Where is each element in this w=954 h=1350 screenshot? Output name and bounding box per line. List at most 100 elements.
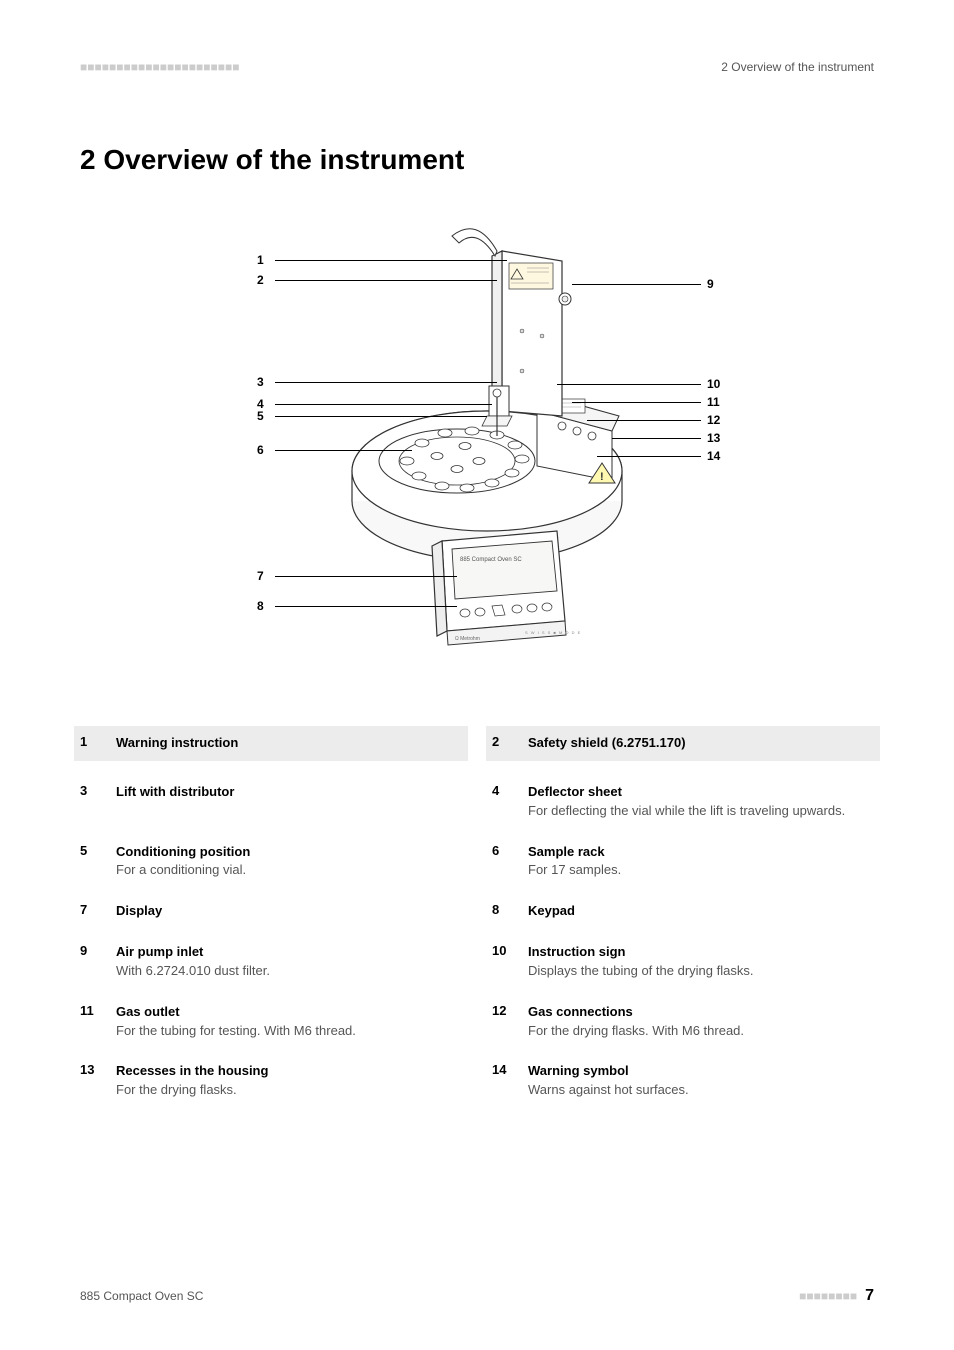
legend-desc: For deflecting the vial while the lift i…: [528, 802, 845, 821]
legend-desc: With 6.2724.010 dust filter.: [116, 962, 270, 981]
legend-num: 11: [80, 1003, 98, 1018]
legend-item: 8 Keypad: [492, 902, 874, 921]
legend-desc: For the drying flasks.: [116, 1081, 268, 1100]
legend-title: Lift with distributor: [116, 783, 234, 802]
legend-title: Safety shield (6.2751.170): [528, 734, 686, 753]
legend-desc: For the drying flasks. With M6 thread.: [528, 1022, 744, 1041]
legend-text: Instruction sign Displays the tubing of …: [528, 943, 753, 981]
callout-number: 9: [707, 277, 714, 291]
legend-title: Sample rack: [528, 843, 621, 862]
legend-desc: For a conditioning vial.: [116, 861, 250, 880]
callout-number: 5: [257, 409, 264, 423]
callout-line: [275, 606, 457, 607]
callout-number: 2: [257, 273, 264, 287]
legend-item: 5 Conditioning position For a conditioni…: [80, 843, 462, 881]
callout-line: [612, 438, 701, 439]
legend-item: 12 Gas connections For the drying flasks…: [492, 1003, 874, 1041]
legend-item: 13 Recesses in the housing For the dryin…: [80, 1062, 462, 1100]
legend-title: Air pump inlet: [116, 943, 270, 962]
callout-number: 10: [707, 377, 720, 391]
legend-num: 5: [80, 843, 98, 858]
instrument-figure: ! 885 Compact Oven SC Ω Metrohm S W I S …: [197, 206, 757, 686]
chapter-title: 2 Overview of the instrument: [80, 144, 874, 176]
legend-title: Warning symbol: [528, 1062, 689, 1081]
legend-item: 9 Air pump inlet With 6.2724.010 dust fi…: [80, 943, 462, 981]
callout-line: [572, 284, 701, 285]
legend-grid: 1 Warning instruction 2 Safety shield (6…: [80, 726, 874, 1100]
legend-desc: For the tubing for testing. With M6 thre…: [116, 1022, 356, 1041]
legend-title: Conditioning position: [116, 843, 250, 862]
page-footer: 885 Compact Oven SC ■■■■■■■■ 7: [80, 1287, 874, 1305]
legend-title: Deflector sheet: [528, 783, 845, 802]
legend-text: Lift with distributor: [116, 783, 234, 802]
legend-item: 14 Warning symbol Warns against hot surf…: [492, 1062, 874, 1100]
legend-title: Recesses in the housing: [116, 1062, 268, 1081]
legend-text: Air pump inlet With 6.2724.010 dust filt…: [116, 943, 270, 981]
callout-number: 8: [257, 599, 264, 613]
legend-num: 1: [80, 734, 98, 749]
callout-line: [275, 416, 487, 417]
callout-number: 1: [257, 253, 264, 267]
legend-text: Warning symbol Warns against hot surface…: [528, 1062, 689, 1100]
figure-container: ! 885 Compact Oven SC Ω Metrohm S W I S …: [80, 206, 874, 686]
legend-text: Display: [116, 902, 162, 921]
callout-line: [275, 450, 412, 451]
legend-num: 2: [492, 734, 510, 749]
callout-number: 6: [257, 443, 264, 457]
legend-num: 9: [80, 943, 98, 958]
legend-desc: Warns against hot surfaces.: [528, 1081, 689, 1100]
legend-title: Gas outlet: [116, 1003, 356, 1022]
callout-line: [275, 382, 497, 383]
callout-line: [275, 404, 492, 405]
callout-line: [572, 402, 701, 403]
callout-number: 11: [707, 395, 720, 409]
legend-item: 2 Safety shield (6.2751.170): [486, 726, 880, 761]
footer-right: ■■■■■■■■ 7: [799, 1287, 874, 1305]
footer-product: 885 Compact Oven SC: [80, 1289, 203, 1303]
header-section: 2 Overview of the instrument: [721, 60, 874, 74]
legend-num: 4: [492, 783, 510, 798]
legend-num: 10: [492, 943, 510, 958]
callout-number: 14: [707, 449, 720, 463]
callout-line: [557, 384, 701, 385]
legend-item: 6 Sample rack For 17 samples.: [492, 843, 874, 881]
legend-text: Keypad: [528, 902, 575, 921]
callout-number: 7: [257, 569, 264, 583]
legend-num: 14: [492, 1062, 510, 1077]
legend-num: 3: [80, 783, 98, 798]
legend-title: Keypad: [528, 902, 575, 921]
callout-number: 3: [257, 375, 264, 389]
legend-text: Sample rack For 17 samples.: [528, 843, 621, 881]
legend-text: Deflector sheet For deflecting the vial …: [528, 783, 845, 821]
legend-item: 11 Gas outlet For the tubing for testing…: [80, 1003, 462, 1041]
legend-num: 12: [492, 1003, 510, 1018]
legend-item: 4 Deflector sheet For deflecting the via…: [492, 783, 874, 821]
callout-line: [597, 456, 701, 457]
svg-text:S W I S S ■ M O D E: S W I S S ■ M O D E: [525, 630, 581, 635]
legend-title: Gas connections: [528, 1003, 744, 1022]
legend-num: 7: [80, 902, 98, 917]
device-display-label: 885 Compact Oven SC: [460, 557, 522, 563]
callout-line: [275, 260, 507, 261]
legend-num: 8: [492, 902, 510, 917]
callout-line: [275, 280, 497, 281]
legend-text: Safety shield (6.2751.170): [528, 734, 686, 753]
legend-num: 6: [492, 843, 510, 858]
svg-text:!: !: [600, 471, 604, 483]
legend-text: Warning instruction: [116, 734, 238, 753]
legend-text: Conditioning position For a conditioning…: [116, 843, 250, 881]
legend-title: Display: [116, 902, 162, 921]
legend-text: Gas connections For the drying flasks. W…: [528, 1003, 744, 1041]
legend-title: Warning instruction: [116, 734, 238, 753]
instrument-illustration: ! 885 Compact Oven SC Ω Metrohm S W I S …: [347, 221, 647, 671]
callout-line: [275, 576, 457, 577]
legend-item: 10 Instruction sign Displays the tubing …: [492, 943, 874, 981]
legend-desc: Displays the tubing of the drying flasks…: [528, 962, 753, 981]
svg-text:Ω Metrohm: Ω Metrohm: [455, 636, 480, 642]
page-number: 7: [865, 1287, 874, 1305]
legend-desc: For 17 samples.: [528, 861, 621, 880]
page-header: ■■■■■■■■■■■■■■■■■■■■■■ 2 Overview of the…: [80, 60, 874, 74]
legend-item: 7 Display: [80, 902, 462, 921]
legend-num: 13: [80, 1062, 98, 1077]
legend-text: Gas outlet For the tubing for testing. W…: [116, 1003, 356, 1041]
